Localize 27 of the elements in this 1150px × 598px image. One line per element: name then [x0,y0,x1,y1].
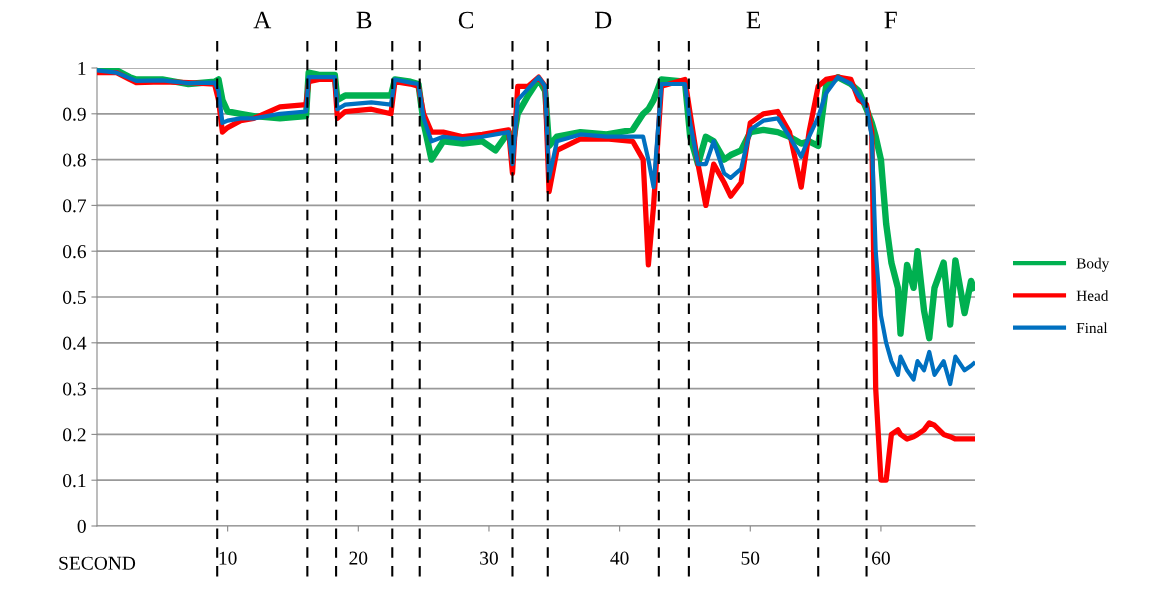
y-tick-label: 0.3 [63,382,86,396]
legend-label: Final [1076,322,1108,334]
text: D [594,11,612,29]
text: A [253,11,272,29]
y-tick-label: 0.2 [63,428,86,442]
x-tick-label: 20 [349,551,368,565]
text: E [746,11,760,29]
y-tick-label: 0.4 [63,336,87,350]
y-tick-label: 0.9 [63,107,86,121]
y-tick-label: 0.7 [63,199,87,213]
x-tick-label: 50 [741,551,760,565]
legend-label: Body [1076,257,1110,272]
text: B [356,11,372,29]
y-tick-label: 0.8 [63,153,86,167]
text: F [884,11,897,29]
x-tick-label: 40 [610,551,629,565]
y-tick-label: 1 [78,61,86,75]
y-tick-label: 0.6 [63,245,86,259]
y-tick-label: 0.5 [63,290,86,305]
text: C [458,11,474,29]
y-tick-label: 0 [77,519,86,533]
x-axis-title: SECOND [59,556,136,570]
x-tick-label: 30 [480,551,498,565]
x-tick-label: 10 [219,551,237,565]
x-tick-label: 60 [872,551,890,565]
legend-label: Head [1076,290,1109,301]
y-tick-label: 0.1 [63,474,86,488]
